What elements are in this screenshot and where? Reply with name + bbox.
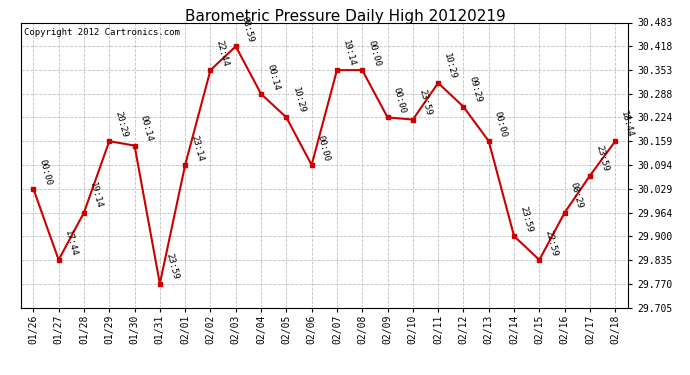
- Text: 22:44: 22:44: [215, 39, 230, 68]
- Text: 22:59: 22:59: [544, 229, 559, 257]
- Text: 19:14: 19:14: [88, 182, 104, 210]
- Text: Barometric Pressure Daily High 20120219: Barometric Pressure Daily High 20120219: [185, 9, 505, 24]
- Text: 00:00: 00:00: [493, 110, 509, 138]
- Text: 23:59: 23:59: [164, 253, 179, 281]
- Text: 08:29: 08:29: [569, 182, 584, 210]
- Text: 10:29: 10:29: [442, 52, 458, 80]
- Text: 08:59: 08:59: [240, 15, 255, 44]
- Text: 00:14: 00:14: [139, 114, 155, 143]
- Text: 00:00: 00:00: [37, 158, 53, 186]
- Text: 23:59: 23:59: [594, 144, 610, 173]
- Text: 23:59: 23:59: [417, 88, 433, 117]
- Text: 18:44: 18:44: [620, 110, 635, 138]
- Text: Copyright 2012 Cartronics.com: Copyright 2012 Cartronics.com: [23, 28, 179, 37]
- Text: 23:14: 23:14: [189, 134, 205, 162]
- Text: 09:29: 09:29: [468, 76, 483, 104]
- Text: 00:00: 00:00: [392, 86, 407, 115]
- Text: 17:44: 17:44: [63, 229, 79, 257]
- Text: 00:00: 00:00: [366, 39, 382, 68]
- Text: 10:29: 10:29: [290, 86, 306, 115]
- Text: 23:59: 23:59: [518, 205, 534, 233]
- Text: 19:14: 19:14: [341, 39, 357, 68]
- Text: 00:14: 00:14: [265, 63, 281, 91]
- Text: 20:29: 20:29: [113, 110, 129, 138]
- Text: 00:00: 00:00: [316, 134, 331, 162]
